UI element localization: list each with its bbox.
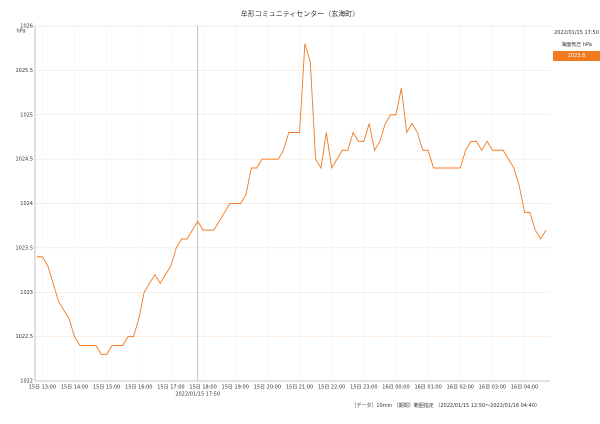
- y-tick-label: 1023: [20, 290, 33, 296]
- x-tick-label: 15日 23:00: [350, 385, 377, 391]
- x-tick-label: 16日 04:00: [511, 385, 538, 391]
- x-tick-label: 15日 18:00: [189, 385, 216, 391]
- line: [37, 43, 547, 355]
- selected-time-label: 2022/01/15 17:50: [175, 392, 220, 398]
- x-tick-label: 16日 01:00: [414, 385, 441, 391]
- x-tick-label: 16日 03:00: [479, 385, 506, 391]
- y-tick-label: 1024: [20, 201, 33, 207]
- y-tick-label: 1023.5: [16, 245, 34, 251]
- selected-time: 2022/01/15 17:50: [554, 30, 599, 36]
- x-tick-label: 15日 19:00: [222, 385, 249, 391]
- x-tick-label: 15日 22:00: [318, 385, 345, 391]
- y-tick-label: 1026: [20, 24, 33, 30]
- y-tick-label: 1025.5: [16, 68, 34, 74]
- selected-label: 海面気圧 hPa: [561, 42, 592, 48]
- y-tick-label: 1025: [20, 112, 33, 118]
- x-tick-label: 15日 16:00: [125, 385, 152, 391]
- chart: 牟形コミュニティセンター（玄海町） hPa ［データ］10min ［期間］範囲指…: [16, 9, 550, 409]
- x-tick-label: 15日 17:00: [157, 385, 184, 391]
- x-tick-label: 15日 20:00: [254, 385, 281, 391]
- selected-value: 1023.8: [553, 51, 600, 61]
- footer-range: （2022/01/15 12:50〜2022/01/16 04:40）: [435, 403, 540, 409]
- y-tick-label: 1022: [20, 379, 33, 385]
- x-tick-label: 16日 00:00: [382, 385, 409, 391]
- y-tick-label: 1022.5: [16, 334, 34, 340]
- footer-data: ［データ］10min: [351, 402, 392, 409]
- x-tick-label: 16日 02:00: [447, 385, 474, 391]
- footer: ［データ］10min ［期間］範囲指定 （2022/01/15 12:50〜20…: [351, 402, 540, 409]
- x-tick-label: 15日 15:00: [93, 385, 120, 391]
- y-unit: hPa: [16, 29, 25, 35]
- x-tick-label: 15日 14:00: [61, 385, 88, 391]
- x-tick-label: 15日 21:00: [286, 385, 313, 391]
- chart-title: 牟形コミュニティセンター（玄海町）: [241, 9, 360, 18]
- footer-period: ［期間］範囲指定: [394, 402, 434, 409]
- x-tick-label: 15日 13:00: [29, 385, 56, 391]
- y-tick-label: 1024.5: [16, 157, 34, 163]
